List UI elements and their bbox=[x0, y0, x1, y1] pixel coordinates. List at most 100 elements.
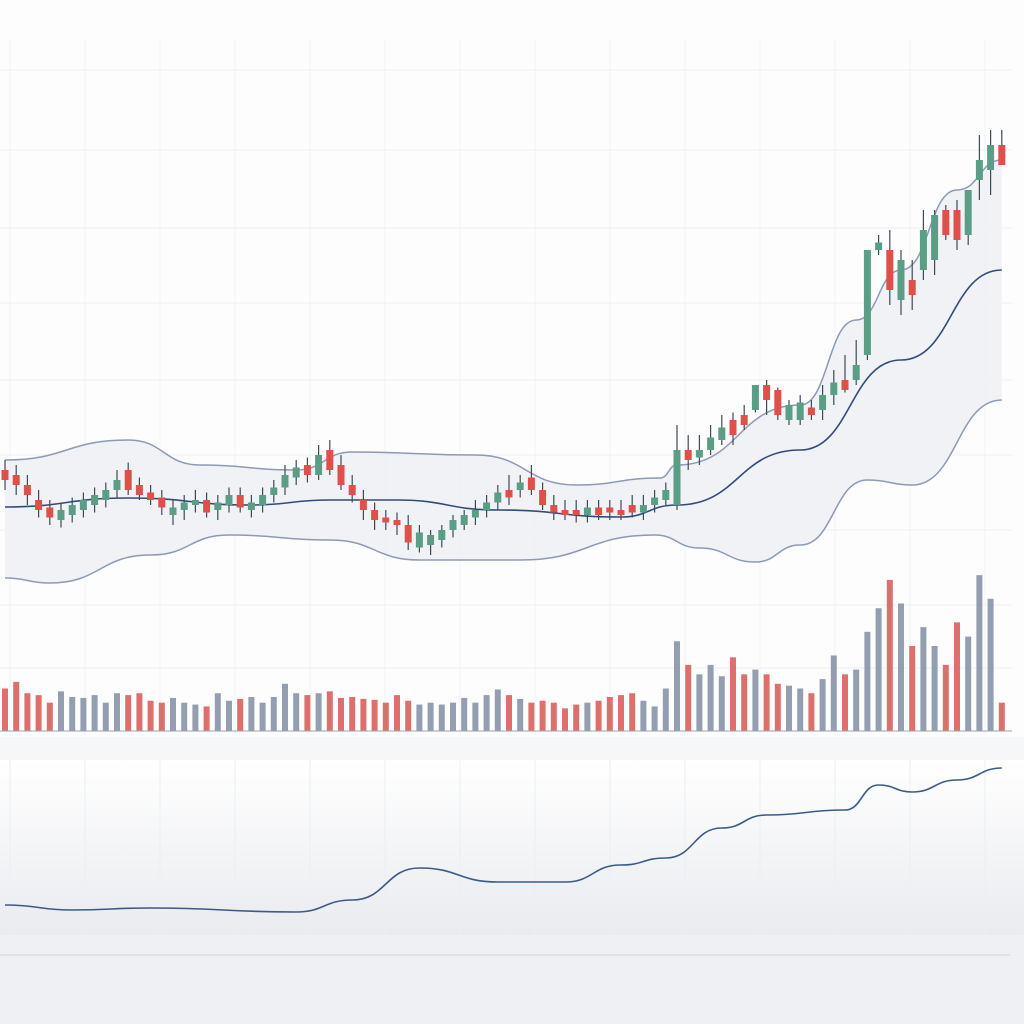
volume-bar bbox=[35, 695, 42, 731]
candle-body bbox=[46, 507, 54, 518]
volume-bar bbox=[259, 702, 266, 731]
candle-body bbox=[460, 515, 468, 525]
band-fill bbox=[5, 160, 1002, 583]
candle bbox=[886, 230, 894, 305]
volume-bar bbox=[91, 695, 98, 731]
candle bbox=[505, 475, 513, 505]
candle-body bbox=[427, 535, 435, 545]
volume-bar bbox=[942, 664, 949, 731]
candle bbox=[998, 130, 1006, 165]
volume-bar bbox=[282, 683, 288, 731]
volume-bar bbox=[718, 676, 725, 731]
candle bbox=[684, 435, 692, 470]
candle-body bbox=[527, 477, 535, 490]
candle bbox=[908, 260, 916, 310]
candle bbox=[57, 502, 65, 528]
volume-bar bbox=[416, 704, 423, 731]
volume-bar bbox=[315, 693, 322, 731]
candle-body bbox=[415, 532, 423, 548]
candle-body bbox=[158, 497, 166, 508]
candle bbox=[180, 495, 188, 520]
candle-body bbox=[348, 485, 356, 495]
volume-bar bbox=[584, 702, 591, 731]
indicator-line bbox=[4, 767, 1002, 913]
candle-body bbox=[707, 437, 715, 450]
candle-body bbox=[751, 385, 759, 410]
candle-body bbox=[583, 507, 591, 515]
candle-body bbox=[292, 467, 300, 478]
candle-body bbox=[57, 510, 65, 520]
candle bbox=[527, 465, 535, 495]
candle-body bbox=[404, 525, 412, 543]
volume-bar bbox=[203, 706, 210, 731]
candle-body bbox=[561, 510, 569, 515]
candle-body bbox=[270, 487, 278, 495]
candle-body bbox=[393, 520, 401, 525]
candle-body bbox=[203, 500, 211, 513]
candle bbox=[281, 465, 289, 495]
candle bbox=[807, 400, 815, 420]
candle-body bbox=[684, 450, 692, 460]
volume-bar bbox=[338, 697, 344, 731]
candle bbox=[572, 500, 580, 523]
volume-bar bbox=[662, 688, 669, 731]
volume-bar bbox=[931, 646, 938, 731]
candle bbox=[863, 250, 871, 360]
candle bbox=[729, 412, 737, 445]
volume-bar bbox=[886, 579, 893, 731]
candle-body bbox=[673, 450, 681, 505]
volume-bar bbox=[46, 702, 53, 731]
volume-bar bbox=[293, 693, 300, 731]
candle bbox=[561, 500, 569, 520]
volume-bar bbox=[517, 698, 524, 731]
candle bbox=[393, 512, 401, 535]
candle-body bbox=[12, 475, 20, 485]
candle bbox=[113, 470, 121, 498]
candle-body bbox=[572, 510, 580, 515]
candle bbox=[1, 460, 9, 490]
volume-bar bbox=[13, 681, 20, 731]
volume-bar bbox=[248, 697, 255, 731]
candle bbox=[259, 487, 267, 513]
candle bbox=[471, 500, 479, 525]
candle bbox=[270, 480, 278, 503]
volume-bar bbox=[763, 674, 770, 731]
candle-body bbox=[875, 242, 883, 250]
volume-bar bbox=[226, 700, 232, 731]
volume-bar bbox=[270, 697, 277, 731]
volume-bar bbox=[158, 702, 165, 731]
candle bbox=[707, 425, 715, 455]
candle-body bbox=[449, 520, 457, 530]
volume-bar bbox=[998, 702, 1005, 731]
candle bbox=[628, 495, 636, 518]
candle bbox=[617, 500, 625, 520]
volume-bar bbox=[528, 702, 535, 731]
volume-bar bbox=[909, 646, 916, 731]
volume-bar bbox=[136, 693, 143, 731]
volume-bar bbox=[707, 664, 714, 731]
candle bbox=[12, 465, 20, 495]
candle bbox=[371, 502, 379, 530]
candle-body bbox=[718, 427, 726, 440]
candle-body bbox=[516, 482, 524, 490]
candle bbox=[191, 490, 199, 513]
volume-bar bbox=[147, 700, 154, 731]
candle-body bbox=[35, 500, 43, 510]
volume-bar bbox=[629, 693, 636, 731]
candle bbox=[247, 495, 255, 518]
candle-body bbox=[1, 470, 9, 480]
candle bbox=[292, 460, 300, 485]
volume-bar bbox=[494, 689, 501, 731]
volume-bar bbox=[450, 702, 456, 731]
candle-body bbox=[438, 530, 446, 540]
volume-bar bbox=[618, 695, 624, 731]
volume-bar bbox=[472, 702, 479, 731]
volume-bar bbox=[685, 664, 692, 731]
candle-body bbox=[964, 190, 972, 235]
candle bbox=[236, 487, 244, 513]
candle-body bbox=[315, 455, 323, 475]
time-axis-strip bbox=[0, 737, 1024, 760]
candle bbox=[931, 210, 939, 275]
candle-body bbox=[259, 495, 267, 505]
candle bbox=[102, 482, 110, 508]
